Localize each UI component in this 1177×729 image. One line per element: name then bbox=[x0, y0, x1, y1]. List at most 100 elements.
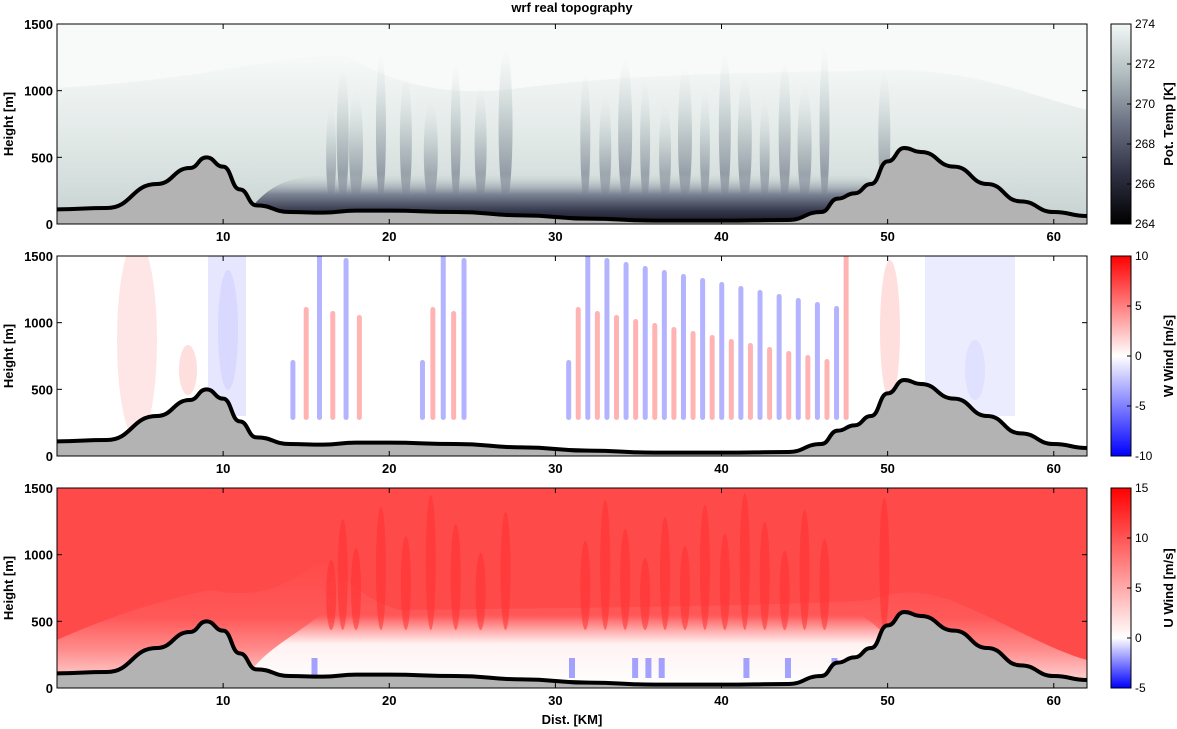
w-wind-stripe bbox=[776, 294, 782, 420]
terrain-line bbox=[57, 378, 1087, 455]
plot-frame bbox=[56, 487, 1088, 689]
temperature-plume bbox=[778, 61, 791, 204]
w-wind-stripe bbox=[814, 302, 820, 420]
u-wind-plume bbox=[879, 498, 890, 630]
u-wind-plume bbox=[450, 524, 461, 630]
w-wind-stripe bbox=[700, 278, 706, 420]
y-tick-label: 1500 bbox=[24, 481, 53, 496]
u-wind-plume bbox=[425, 495, 436, 630]
y-tick-label: 500 bbox=[31, 614, 53, 629]
colorbar-tick-label: 5 bbox=[1135, 299, 1142, 313]
w-wind-stripe bbox=[824, 359, 830, 420]
terrain-line bbox=[57, 610, 1087, 687]
colorbar-label: W Wind [m/s] bbox=[1161, 315, 1176, 397]
w-wind-stripe bbox=[585, 256, 591, 420]
plot-frame bbox=[56, 23, 1088, 225]
w-wind-stripe bbox=[690, 331, 696, 420]
u-wind-negative-pocket bbox=[743, 658, 750, 678]
x-tick-label: 60 bbox=[1047, 461, 1061, 476]
temperature-plume bbox=[640, 80, 651, 204]
w-wind-stripe bbox=[767, 347, 773, 420]
colorbar-tick-label: 264 bbox=[1135, 217, 1155, 231]
x-tick-label: 10 bbox=[216, 229, 230, 244]
u-wind-plume bbox=[351, 548, 362, 630]
y-tick-label: 1500 bbox=[24, 17, 53, 32]
y-axis-label: Height [m] bbox=[1, 92, 16, 156]
y-axis-label: Height [m] bbox=[1, 556, 16, 620]
colorbar-tick-label: -10 bbox=[1135, 449, 1153, 463]
x-tick-label: 50 bbox=[880, 229, 894, 244]
x-tick-label: 10 bbox=[216, 693, 230, 708]
w-wind-stripe bbox=[623, 262, 629, 420]
y-tick-label: 1000 bbox=[24, 316, 53, 331]
x-tick-label: 40 bbox=[714, 461, 728, 476]
w-wind-stripe bbox=[786, 351, 792, 420]
w-wind-stripe bbox=[834, 306, 840, 420]
plot-frame bbox=[56, 255, 1088, 457]
terrain-profile bbox=[57, 378, 1087, 456]
w-wind-stripe bbox=[451, 311, 457, 420]
w-wind-stripe bbox=[356, 315, 362, 420]
x-tick-label: 50 bbox=[880, 461, 894, 476]
colorbar-tick-label: 0 bbox=[1135, 349, 1142, 363]
y-tick-label: 0 bbox=[46, 449, 53, 464]
figure-title: wrf real topography bbox=[510, 0, 633, 15]
u-wind-plume bbox=[679, 546, 690, 630]
colorbar-tick-label: 0 bbox=[1135, 631, 1142, 645]
temperature-plume bbox=[450, 62, 461, 204]
u-wind-panel: 10 20 30 40 50 60 0 500 1000 1500 -5 0 5 10 15 U Wind… bbox=[1, 481, 1176, 708]
w-wind-stripe bbox=[575, 307, 581, 420]
u-wind-negative-pocket bbox=[645, 658, 652, 678]
u-wind-negative-pocket bbox=[632, 658, 639, 678]
u-wind-plume bbox=[640, 558, 651, 630]
u-wind-plume bbox=[699, 505, 710, 630]
w-wind-stripe bbox=[343, 258, 349, 420]
terrain-profile bbox=[57, 146, 1087, 224]
u-wind-plume bbox=[375, 507, 386, 630]
u-wind-plume bbox=[819, 539, 830, 630]
u-wind-plume bbox=[580, 541, 591, 630]
temperature-plume bbox=[737, 75, 752, 204]
colorbar-tick-label: 270 bbox=[1135, 97, 1155, 111]
u-wind-negative-pocket bbox=[569, 658, 575, 678]
u-wind-plume bbox=[337, 519, 348, 630]
w-wind-stripe bbox=[728, 339, 734, 420]
temperature-plume bbox=[677, 66, 692, 204]
y-tick-label: 1000 bbox=[24, 84, 53, 99]
x-tick-label: 40 bbox=[714, 693, 728, 708]
temperature-plume bbox=[375, 53, 386, 204]
u-wind-plume bbox=[600, 500, 611, 630]
w-wind-stripe bbox=[594, 311, 600, 420]
x-tick-label: 20 bbox=[382, 461, 396, 476]
temperature-field bbox=[57, 24, 1087, 224]
x-tick-label: 10 bbox=[216, 461, 230, 476]
w-wind-stripe bbox=[316, 256, 322, 420]
colorbar-label: U Wind [m/s] bbox=[1161, 548, 1176, 627]
u-wind-plume bbox=[759, 522, 770, 630]
x-tick-label: 30 bbox=[548, 461, 562, 476]
w-wind-stripe bbox=[430, 307, 436, 420]
u-wind-plume bbox=[475, 553, 486, 630]
colorbar-tick-label: 274 bbox=[1135, 17, 1155, 31]
colorbar-tick-label: 268 bbox=[1135, 137, 1155, 151]
temperature-plume bbox=[618, 57, 633, 204]
terrain-profile bbox=[57, 610, 1087, 688]
w-wind-stripe bbox=[680, 274, 686, 420]
w-wind-stripe bbox=[604, 258, 610, 420]
y-tick-label: 1500 bbox=[24, 249, 53, 264]
temperature-plume bbox=[718, 52, 731, 204]
colorbar-tick-label: 15 bbox=[1135, 481, 1149, 495]
u-wind-negative-pocket bbox=[658, 658, 665, 678]
u-wind-plume bbox=[739, 493, 750, 630]
temperature-panel: 10 20 30 40 50 60 0 500 1000 1500 264 266 268 270 272… bbox=[1, 17, 1176, 244]
u-wind-plume bbox=[326, 560, 337, 630]
w-wind-stripe bbox=[419, 360, 425, 420]
terrain-line bbox=[57, 146, 1087, 223]
colorbar-tick-label: -5 bbox=[1135, 681, 1146, 695]
w-wind-stripe bbox=[461, 258, 467, 420]
colorbar-tick-label: 10 bbox=[1135, 531, 1149, 545]
u-wind-plume bbox=[719, 534, 730, 630]
u-wind-plume bbox=[779, 551, 790, 630]
x-tick-label: 50 bbox=[880, 693, 894, 708]
u-wind-plume bbox=[400, 536, 411, 630]
